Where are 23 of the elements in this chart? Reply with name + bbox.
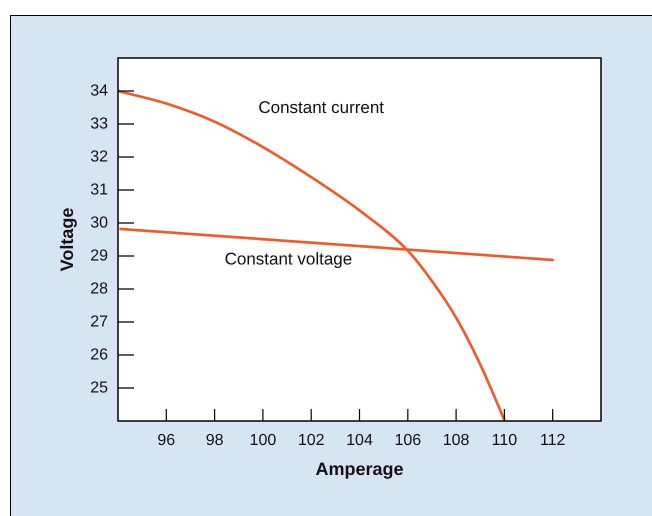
x-tick-label: 104: [346, 432, 373, 450]
y-tick-label: 28: [90, 280, 108, 298]
y-tick-label: 31: [90, 181, 108, 198]
x-tick-label: 110: [492, 432, 518, 450]
x-tick-label: 106: [394, 432, 422, 450]
x-tick-label: 102: [298, 432, 325, 450]
x-tick-label: 96: [157, 432, 176, 450]
y-tick-label: 25: [90, 379, 108, 396]
series-label: Constant voltage: [224, 250, 352, 269]
y-axis-title: Voltage: [56, 208, 77, 272]
y-tick-label: 33: [90, 115, 108, 132]
y-tick-label: 34: [90, 82, 108, 100]
y-tick-label: 32: [90, 148, 108, 166]
x-axis-title: Amperage: [315, 459, 404, 480]
y-tick-label: 29: [90, 247, 108, 264]
x-tick-label: 100: [250, 432, 276, 450]
y-tick-label: 30: [90, 214, 108, 232]
x-tick-label: 108: [442, 432, 470, 450]
x-tick-label: 98: [206, 432, 224, 450]
series-label: Constant current: [258, 98, 384, 117]
y-tick-label: 26: [90, 346, 108, 364]
y-tick-label: 27: [90, 313, 108, 330]
x-tick-label: 112: [540, 432, 566, 450]
